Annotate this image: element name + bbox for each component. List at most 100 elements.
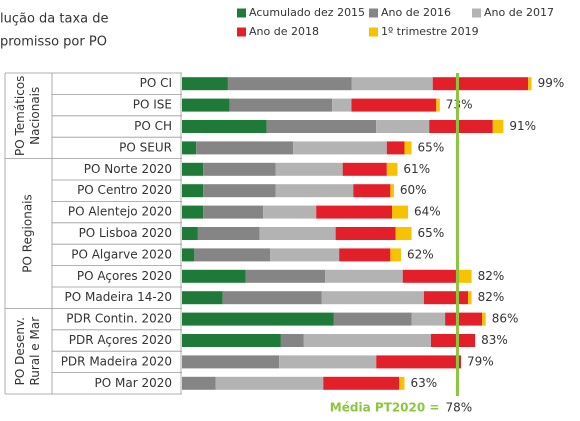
total-label: 86% (492, 312, 519, 326)
legend-swatch (369, 8, 378, 18)
bar-segment (335, 227, 396, 240)
group-label: Nacionais (28, 87, 42, 145)
total-label: 65% (418, 140, 445, 154)
bar-segment (203, 162, 276, 176)
legend-label: Ano de 2017 (484, 6, 554, 19)
bar-segment (303, 334, 431, 347)
total-label: 99% (538, 76, 565, 90)
total-label: 82% (478, 290, 505, 304)
bar-segment (333, 312, 412, 326)
bar-segment (270, 248, 340, 262)
legend-swatch (237, 8, 246, 18)
legend-label: Ano de 2018 (249, 25, 319, 38)
bar-segment (182, 355, 280, 369)
total-label: 61% (403, 162, 430, 176)
bar-segment (353, 184, 391, 198)
category-label: PO Alentejo 2020 (68, 205, 172, 219)
total-label: 62% (407, 247, 434, 261)
bar-segment (293, 141, 387, 155)
total-label: 82% (478, 269, 505, 283)
bar-segment (445, 312, 483, 326)
group-label: PO Regionais (21, 194, 35, 273)
category-label: PO Lisboa 2020 (79, 226, 172, 240)
total-label: 65% (418, 226, 445, 240)
bar-segment (259, 227, 336, 240)
bar-segment (482, 312, 486, 326)
bar-segment (182, 141, 197, 155)
bar-segment (227, 77, 352, 91)
bar-segment (266, 120, 377, 133)
total-label: 79% (467, 354, 494, 368)
bar-segment (376, 120, 430, 133)
legend-label: Ano de 2016 (381, 6, 451, 19)
bar-segment (399, 376, 405, 390)
bar-segment (528, 77, 532, 91)
legend-label: Acumulado dez 2015 (249, 6, 365, 19)
bar-segment (215, 376, 324, 390)
category-label: PO Açores 2020 (77, 269, 172, 283)
bar-segment (182, 205, 204, 219)
title: lução da taxa de (0, 12, 109, 27)
legend-swatch (369, 27, 378, 37)
category-label: PDR Açores 2020 (69, 333, 172, 347)
bar-segment (386, 141, 405, 155)
bar-segment (275, 184, 354, 198)
bar-segment (197, 227, 260, 240)
bar-segment (423, 291, 469, 305)
bar-segment (395, 227, 412, 240)
bar-segment (182, 162, 204, 176)
bar-segment (182, 248, 195, 262)
bar-segment (404, 141, 412, 155)
bar-segment (316, 205, 393, 219)
total-label: 64% (414, 205, 441, 219)
bar-segment (390, 248, 401, 262)
bar-segment (321, 291, 424, 305)
bar-segment (429, 120, 493, 133)
legend-swatch (237, 27, 246, 37)
bar-segment (411, 312, 446, 326)
average-label: Média PT2020 = (330, 401, 440, 415)
bar-segment (402, 269, 460, 283)
bar-segment (492, 120, 504, 133)
bar-segment (436, 98, 440, 112)
bar-segment (182, 184, 204, 198)
bar-segment (392, 205, 409, 219)
bar-segment (182, 98, 230, 112)
group-label: Rural e Mar (28, 317, 42, 386)
bar-segment (275, 162, 343, 176)
bar-segment (351, 98, 437, 112)
total-label: 83% (481, 333, 508, 347)
legend-label: 1º trimestre 2019 (381, 25, 479, 38)
bar-segment (194, 248, 271, 262)
bar-segment (386, 162, 398, 176)
bar-segment (376, 355, 461, 369)
bar-segment (182, 120, 267, 133)
title: promisso por PO (0, 35, 107, 50)
total-label: 73% (446, 98, 473, 112)
average-value: 78% (445, 401, 472, 415)
bar-segment (222, 291, 322, 305)
category-label: PDR Contin. 2020 (66, 312, 172, 326)
bar-segment (203, 205, 264, 219)
bar-segment (203, 184, 276, 198)
bar-segment (390, 184, 394, 198)
category-label: PO ISE (133, 98, 172, 112)
category-label: PO CI (140, 76, 172, 90)
bar-segment (342, 162, 387, 176)
bar-segment (430, 334, 476, 347)
bar-segment (323, 376, 400, 390)
bar-segment (182, 227, 198, 240)
category-label: PO Madeira 14-20 (64, 290, 172, 304)
bar-segment (245, 269, 326, 283)
category-label: PO Mar 2020 (95, 376, 173, 390)
bar-segment (182, 77, 228, 91)
bar-segment (182, 269, 246, 283)
bar-segment (339, 248, 391, 262)
total-label: 60% (400, 183, 427, 197)
category-label: PO SEUR (119, 140, 172, 154)
bar-segment (182, 376, 216, 390)
bar-segment (196, 141, 294, 155)
category-label: PO Algarve 2020 (71, 247, 172, 261)
group-label: PO Temáticos (13, 76, 27, 156)
